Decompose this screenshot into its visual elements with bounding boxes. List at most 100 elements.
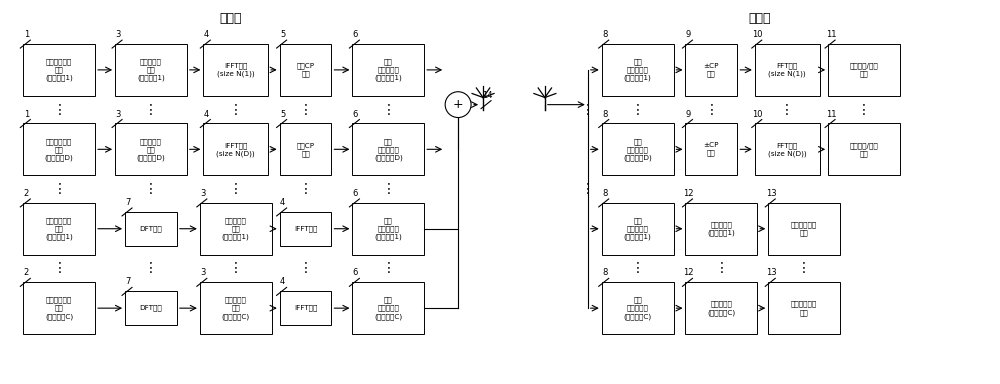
FancyBboxPatch shape bbox=[602, 44, 674, 96]
Text: 3: 3 bbox=[115, 109, 121, 119]
Text: 7: 7 bbox=[125, 277, 131, 286]
Text: 6: 6 bbox=[353, 109, 358, 119]
FancyBboxPatch shape bbox=[280, 212, 331, 245]
Text: 发射
子带滤波器
(测量子带C): 发射 子带滤波器 (测量子带C) bbox=[374, 297, 402, 319]
Text: 扩频信号处理
模块: 扩频信号处理 模块 bbox=[791, 301, 817, 316]
Text: ⋮: ⋮ bbox=[631, 262, 645, 275]
Text: 4: 4 bbox=[280, 198, 285, 207]
FancyBboxPatch shape bbox=[203, 44, 268, 96]
Text: 接收
子带滤波器
(通信子带D): 接收 子带滤波器 (通信子带D) bbox=[623, 138, 652, 161]
Text: ⋮: ⋮ bbox=[52, 103, 66, 117]
Text: 6: 6 bbox=[353, 30, 358, 39]
Text: 4: 4 bbox=[204, 109, 209, 119]
Text: ⋮: ⋮ bbox=[229, 103, 243, 117]
Text: 8: 8 bbox=[602, 268, 607, 277]
FancyBboxPatch shape bbox=[23, 203, 95, 255]
Text: 10: 10 bbox=[753, 109, 763, 119]
Text: IFFT模块
(size N(D)): IFFT模块 (size N(D)) bbox=[216, 142, 255, 157]
FancyBboxPatch shape bbox=[200, 203, 272, 255]
Text: ±CP
模块: ±CP 模块 bbox=[704, 63, 719, 77]
Text: ⋮: ⋮ bbox=[581, 103, 595, 117]
Text: 接收
子带滤波器
(测量子带C): 接收 子带滤波器 (测量子带C) bbox=[624, 297, 652, 319]
Text: 3: 3 bbox=[115, 30, 121, 39]
Text: 5: 5 bbox=[280, 109, 285, 119]
FancyBboxPatch shape bbox=[685, 44, 737, 96]
FancyBboxPatch shape bbox=[685, 203, 757, 255]
Text: 下变频模块
(测量子带1): 下变频模块 (测量子带1) bbox=[708, 221, 735, 236]
Text: 4: 4 bbox=[204, 30, 209, 39]
Text: 1: 1 bbox=[24, 109, 29, 119]
Text: 添加CP
模块: 添加CP 模块 bbox=[296, 63, 315, 77]
Text: 发射
子带滤波器
(测量子带1): 发射 子带滤波器 (测量子带1) bbox=[374, 217, 402, 240]
Text: 信号检测/解调
模块: 信号检测/解调 模块 bbox=[850, 142, 878, 157]
FancyBboxPatch shape bbox=[125, 291, 177, 325]
FancyBboxPatch shape bbox=[685, 124, 737, 175]
Text: DFT模块: DFT模块 bbox=[140, 305, 162, 311]
FancyBboxPatch shape bbox=[352, 124, 424, 175]
FancyBboxPatch shape bbox=[352, 44, 424, 96]
Text: 11: 11 bbox=[826, 30, 836, 39]
FancyBboxPatch shape bbox=[768, 203, 840, 255]
Text: FFT模块
(size N(1)): FFT模块 (size N(1)) bbox=[768, 63, 806, 77]
Text: ⋮: ⋮ bbox=[144, 262, 158, 275]
Text: 13: 13 bbox=[766, 189, 777, 198]
Text: 子载波映射
模块
(通信子带1): 子载波映射 模块 (通信子带1) bbox=[137, 58, 165, 81]
Text: 11: 11 bbox=[826, 109, 836, 119]
Text: 信号检测/解调
模块: 信号检测/解调 模块 bbox=[850, 63, 878, 77]
Text: ⋮: ⋮ bbox=[144, 182, 158, 196]
Text: 7: 7 bbox=[125, 198, 131, 207]
FancyBboxPatch shape bbox=[23, 282, 95, 334]
Text: 9: 9 bbox=[686, 30, 691, 39]
Text: 5: 5 bbox=[280, 30, 285, 39]
Text: ⋮: ⋮ bbox=[704, 103, 718, 117]
FancyBboxPatch shape bbox=[200, 282, 272, 334]
Text: 3: 3 bbox=[200, 268, 206, 277]
FancyBboxPatch shape bbox=[352, 282, 424, 334]
Text: 扩频信号处理
模块: 扩频信号处理 模块 bbox=[791, 221, 817, 236]
Text: 2: 2 bbox=[24, 268, 29, 277]
Text: DFT模块: DFT模块 bbox=[140, 225, 162, 232]
FancyBboxPatch shape bbox=[280, 124, 331, 175]
Text: 子载波映射
模块
(通信子带D): 子载波映射 模块 (通信子带D) bbox=[137, 138, 165, 161]
FancyBboxPatch shape bbox=[23, 124, 95, 175]
Text: ⋮: ⋮ bbox=[299, 103, 312, 117]
Text: ⋮: ⋮ bbox=[581, 182, 595, 196]
Text: 发送端: 发送端 bbox=[220, 12, 242, 25]
Text: 测量数据生成
模块
(测量子带1): 测量数据生成 模块 (测量子带1) bbox=[45, 217, 73, 240]
Text: ⋮: ⋮ bbox=[381, 262, 395, 275]
FancyBboxPatch shape bbox=[755, 44, 820, 96]
Text: 10: 10 bbox=[753, 30, 763, 39]
Text: 子载波映射
模块
(测量子带C): 子载波映射 模块 (测量子带C) bbox=[222, 297, 250, 319]
Text: 子载波映射
模块
(测量子带1): 子载波映射 模块 (测量子带1) bbox=[222, 217, 250, 240]
Text: ⋮: ⋮ bbox=[52, 262, 66, 275]
Text: ±CP
模块: ±CP 模块 bbox=[704, 142, 719, 156]
FancyBboxPatch shape bbox=[602, 282, 674, 334]
Text: IFFT模块: IFFT模块 bbox=[294, 225, 317, 232]
Text: 8: 8 bbox=[602, 30, 607, 39]
Text: 1: 1 bbox=[24, 30, 29, 39]
Text: +: + bbox=[453, 98, 463, 111]
FancyBboxPatch shape bbox=[685, 282, 757, 334]
Circle shape bbox=[445, 92, 471, 118]
FancyBboxPatch shape bbox=[602, 203, 674, 255]
FancyBboxPatch shape bbox=[115, 44, 187, 96]
Text: ⋮: ⋮ bbox=[52, 182, 66, 196]
Text: 接收
子带滤波器
(通信子带1): 接收 子带滤波器 (通信子带1) bbox=[624, 58, 651, 81]
FancyBboxPatch shape bbox=[280, 44, 331, 96]
Text: 通信数据生成
模块
(通信子带1): 通信数据生成 模块 (通信子带1) bbox=[45, 58, 73, 81]
Text: ⋮: ⋮ bbox=[299, 182, 312, 196]
Text: 9: 9 bbox=[686, 109, 691, 119]
FancyBboxPatch shape bbox=[602, 124, 674, 175]
FancyBboxPatch shape bbox=[755, 124, 820, 175]
Text: 接收端: 接收端 bbox=[748, 12, 771, 25]
Text: 测量数据生成
模块
(测量子带C): 测量数据生成 模块 (测量子带C) bbox=[45, 297, 73, 319]
Text: IFFT模块: IFFT模块 bbox=[294, 305, 317, 311]
Text: 发射
子带滤波器
(通信子带1): 发射 子带滤波器 (通信子带1) bbox=[374, 58, 402, 81]
Text: 6: 6 bbox=[353, 189, 358, 198]
Text: 4: 4 bbox=[280, 277, 285, 286]
FancyBboxPatch shape bbox=[115, 124, 187, 175]
Text: 8: 8 bbox=[602, 109, 607, 119]
Text: 通信数据生成
模块
(通信子带D): 通信数据生成 模块 (通信子带D) bbox=[45, 138, 74, 161]
Text: ⋮: ⋮ bbox=[229, 182, 243, 196]
Text: 2: 2 bbox=[24, 189, 29, 198]
